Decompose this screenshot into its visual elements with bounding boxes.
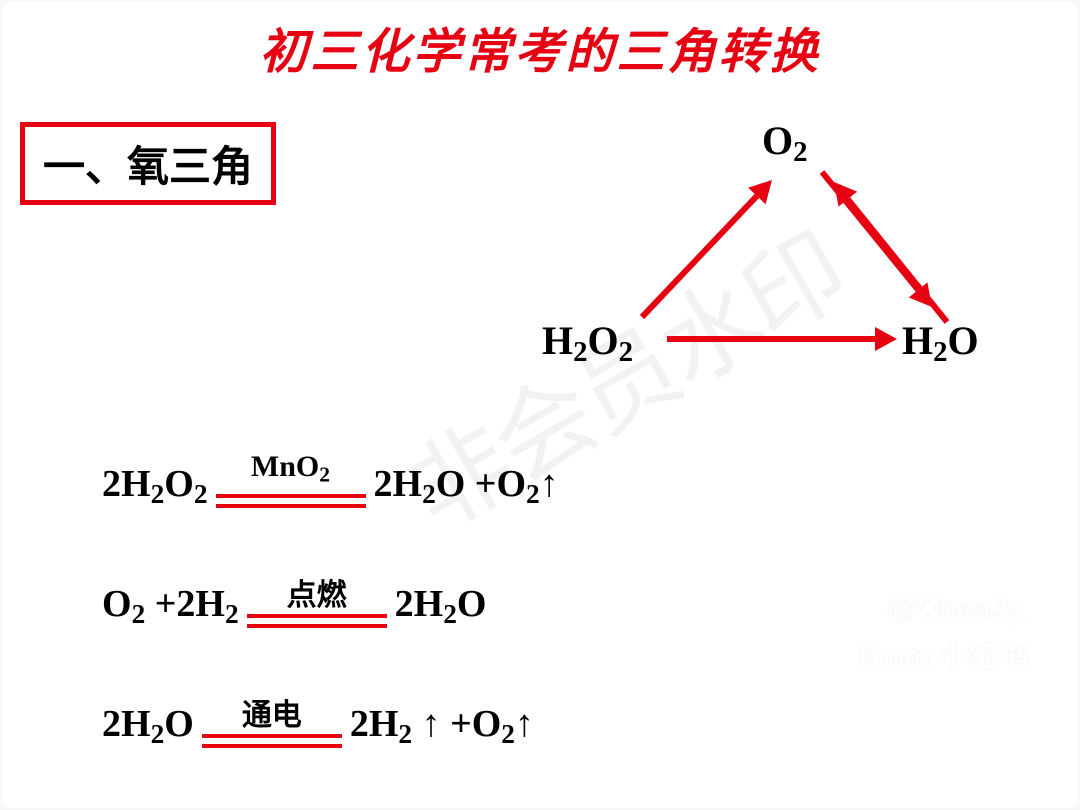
reaction-condition: MnO2 (216, 450, 366, 487)
triangle-node: O2 (762, 117, 808, 169)
triangle-node: H2O (902, 317, 979, 369)
equation-left: O2 +2H2 (102, 582, 239, 630)
section-label: 一、氧三角 (43, 145, 253, 191)
reaction-arrow: MnO2 (216, 490, 366, 510)
attribution-line-1: @Onea2y. (886, 592, 1028, 626)
triangle-node: H2O2 (542, 317, 633, 369)
equation-right: 2H2O +O2↑ (374, 462, 559, 510)
equation-row: 2H2O 通电 2H2 ↑ +O2↑ (102, 702, 534, 750)
equation-right: 2H2 ↑ +O2↑ (350, 702, 534, 750)
equation-row: O2 +2H2 点燃 2H2O (102, 582, 486, 630)
page-title: 初三化学常考的三角转换 (2, 12, 1078, 82)
equation-row: 2H2O2 MnO2 2H2O +O2↑ (102, 462, 559, 510)
attribution-line-2: From 小红书 (860, 632, 1028, 676)
equation-right: 2H2O (395, 582, 487, 630)
section-label-box: 一、氧三角 (20, 122, 276, 205)
equation-left: 2H2O2 (102, 462, 208, 510)
reaction-arrow: 通电 (202, 730, 342, 750)
reaction-condition: 通电 (202, 690, 342, 734)
reaction-arrow: 点燃 (247, 610, 387, 630)
equation-left: 2H2O (102, 702, 194, 750)
reaction-condition: 点燃 (247, 570, 387, 614)
